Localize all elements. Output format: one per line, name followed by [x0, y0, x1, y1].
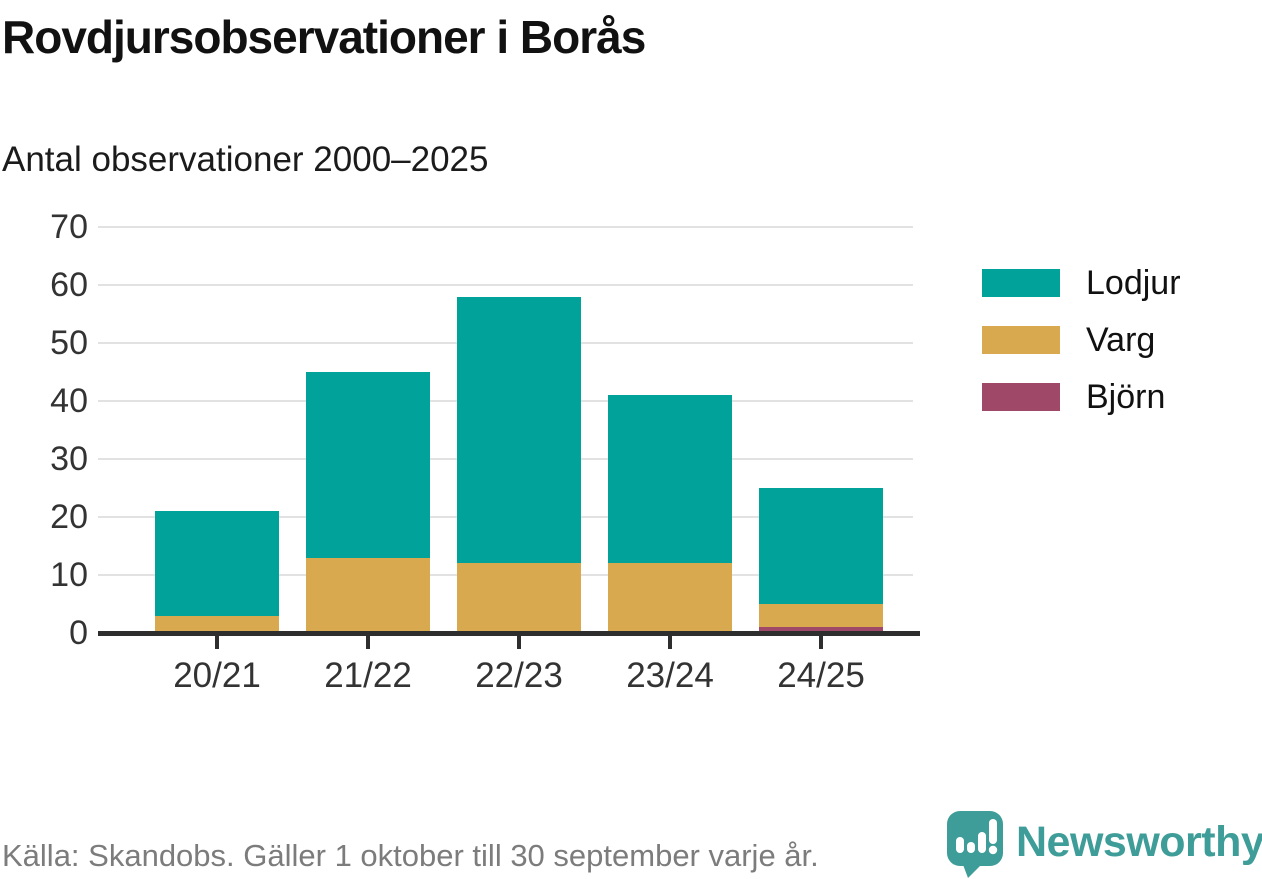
- y-axis-tick-label: 0: [69, 614, 88, 652]
- x-axis-line: [98, 631, 920, 636]
- x-axis-tick-label: 24/25: [777, 656, 865, 695]
- bar-segment-varg: [155, 615, 279, 633]
- y-axis-tick-label: 30: [50, 440, 88, 478]
- source-note: Källa: Skandobs. Gäller 1 oktober till 3…: [2, 838, 819, 873]
- x-axis-tick-label: 20/21: [173, 656, 261, 695]
- newsworthy-logo-icon: [947, 811, 1003, 878]
- legend-label: Varg: [1086, 320, 1156, 359]
- legend-item-lodjur: Lodjur: [982, 263, 1181, 302]
- bar-segment-varg: [306, 557, 430, 633]
- legend-swatch: [982, 326, 1060, 354]
- newsworthy-brand: Newsworthy: [946, 810, 1262, 878]
- bar-stack-20/21: [155, 511, 279, 633]
- bar-segment-lodjur: [759, 488, 883, 604]
- gridline: [98, 226, 913, 228]
- y-axis-tick-label: 60: [50, 266, 88, 304]
- legend: Lodjur Varg Björn: [982, 263, 1181, 437]
- legend-swatch: [982, 383, 1060, 411]
- legend-label: Lodjur: [1086, 263, 1181, 302]
- bar-segment-björn: [759, 627, 883, 633]
- x-axis-tick: [366, 636, 370, 649]
- bar-segment-varg: [759, 604, 883, 628]
- legend-swatch: [982, 269, 1060, 297]
- newsworthy-wordmark: Newsworthy: [1016, 818, 1262, 866]
- x-axis-tick-label: 21/22: [324, 656, 412, 695]
- x-axis-tick: [215, 636, 219, 649]
- bar-stack-24/25: [759, 488, 883, 633]
- legend-label: Björn: [1086, 377, 1166, 416]
- x-axis-tick: [517, 636, 521, 649]
- bar-segment-lodjur: [608, 395, 732, 564]
- gridline: [98, 284, 913, 286]
- bar-stack-23/24: [608, 395, 732, 633]
- chart-title: Rovdjursobservationer i Borås: [2, 11, 646, 63]
- y-axis-tick-label: 20: [50, 498, 88, 536]
- bar-stack-22/23: [457, 296, 581, 633]
- chart-subtitle: Antal observationer 2000–2025: [2, 140, 489, 179]
- bar-stack-21/22: [306, 372, 430, 633]
- bar-segment-lodjur: [306, 372, 430, 558]
- x-axis-tick-label: 23/24: [626, 656, 714, 695]
- x-axis-tick-label: 22/23: [475, 656, 563, 695]
- x-axis-tick: [819, 636, 823, 649]
- legend-item-varg: Varg: [982, 320, 1181, 359]
- y-axis-tick-label: 50: [50, 324, 88, 362]
- y-axis-tick-label: 10: [50, 556, 88, 594]
- bar-segment-varg: [457, 563, 581, 633]
- legend-item-björn: Björn: [982, 377, 1181, 416]
- bar-segment-varg: [608, 563, 732, 633]
- y-axis-tick-label: 70: [50, 208, 88, 246]
- bar-segment-lodjur: [155, 511, 279, 616]
- x-axis-tick: [668, 636, 672, 649]
- bar-segment-lodjur: [457, 296, 581, 564]
- y-axis-tick-label: 40: [50, 382, 88, 420]
